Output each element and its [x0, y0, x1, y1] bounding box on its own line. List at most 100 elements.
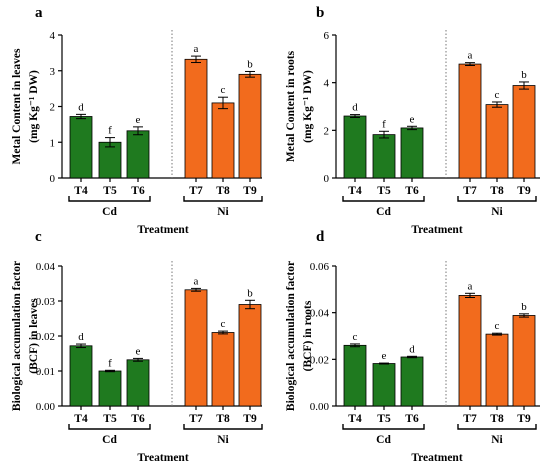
- bar-T5: [372, 363, 396, 407]
- y-tick-label: 6: [324, 30, 330, 42]
- category-label-T5: T5: [103, 185, 117, 197]
- y-axis-unit-label: (BCF) in roots: [302, 300, 314, 371]
- bar-T7: [184, 289, 208, 407]
- significance-letter: b: [521, 301, 527, 313]
- category-label-T7: T7: [189, 413, 203, 425]
- significance-letter: d: [352, 102, 358, 114]
- bar-T5: [98, 141, 122, 179]
- y-tick-label: 1: [50, 137, 56, 149]
- y-tick-label: 4: [324, 78, 330, 90]
- category-label-T5: T5: [377, 185, 391, 197]
- significance-letter: a: [194, 275, 199, 287]
- y-axis-label: Metal Content in leaves: [11, 48, 23, 164]
- y-axis-unit-label: (mg Kg⁻¹ DW): [302, 70, 314, 143]
- significance-letter: c: [221, 84, 226, 96]
- bar-T6: [400, 356, 424, 407]
- panel-letter: b: [316, 5, 324, 21]
- bar-T4: [343, 115, 367, 179]
- y-tick-label: 2: [324, 125, 330, 137]
- panel-letter: d: [316, 229, 325, 245]
- bar-T4: [69, 345, 93, 407]
- category-label-T8: T8: [216, 413, 230, 425]
- bar-T6: [126, 130, 150, 179]
- panel-d: d Biological accumulation factor (BCF) in …: [285, 229, 540, 464]
- bar-T4: [343, 344, 367, 407]
- x-axis-title: Treatment: [411, 452, 462, 464]
- panel-c: c Biological accumulation factor (BCF) in …: [11, 229, 263, 464]
- category-label-T8: T8: [490, 185, 504, 197]
- category-label-T6: T6: [405, 413, 419, 425]
- panel-letter: a: [35, 5, 43, 21]
- bar-T8: [211, 332, 235, 407]
- category-label-T9: T9: [243, 185, 257, 197]
- group-label: Cd: [102, 206, 117, 218]
- significance-letter: d: [78, 331, 84, 343]
- category-label-T7: T7: [463, 185, 477, 197]
- significance-letter: b: [247, 58, 253, 70]
- y-tick-label: 0.01: [36, 366, 55, 378]
- panel-a: a Metal Content in leaves (mg Kg⁻¹ DW) 0 1 2 3…: [11, 5, 263, 236]
- x-axis-title: Treatment: [411, 224, 462, 236]
- category-label-T6: T6: [405, 185, 419, 197]
- y-tick-label: 3: [50, 66, 56, 78]
- panel-letter: c: [35, 229, 42, 245]
- bar-T9: [512, 315, 536, 407]
- significance-letter: c: [495, 89, 500, 101]
- significance-letter: e: [410, 113, 415, 125]
- significance-letter: c: [221, 318, 226, 330]
- bar-T9: [238, 73, 262, 179]
- bar-T9: [238, 304, 262, 407]
- y-tick-label: 0: [324, 173, 330, 185]
- category-label-T8: T8: [490, 413, 504, 425]
- y-tick-label: 2: [50, 102, 56, 114]
- category-label-T6: T6: [131, 413, 145, 425]
- group-label: Ni: [491, 434, 503, 446]
- significance-letter: f: [382, 118, 386, 130]
- x-axis-title: Treatment: [137, 224, 188, 236]
- bar-T6: [400, 127, 424, 179]
- y-axis-label: Biological accumulation factor: [11, 261, 23, 411]
- y-axis-unit-label: (BCF) in leaves: [28, 298, 40, 374]
- group-bracket: [183, 424, 263, 430]
- bar-T6: [126, 359, 150, 407]
- significance-letter: d: [78, 101, 84, 113]
- y-tick-label: 0.04: [36, 261, 56, 273]
- y-tick-label: 0: [50, 173, 56, 185]
- y-tick-label: 4: [50, 30, 56, 42]
- group-label: Cd: [102, 434, 117, 446]
- group-bracket: [457, 196, 537, 202]
- category-label-T9: T9: [517, 413, 531, 425]
- significance-letter: b: [247, 287, 253, 299]
- significance-letter: f: [108, 357, 112, 369]
- group-label: Cd: [376, 434, 391, 446]
- significance-letter: e: [136, 345, 141, 357]
- significance-letter: f: [108, 125, 112, 137]
- y-tick-label: 0.04: [310, 308, 330, 320]
- significance-letter: a: [468, 280, 473, 292]
- y-tick-label: 0.06: [310, 261, 330, 273]
- category-label-T9: T9: [243, 413, 257, 425]
- significance-letter: a: [468, 50, 473, 62]
- significance-letter: b: [521, 69, 527, 81]
- significance-letter: e: [136, 114, 141, 126]
- category-label-T4: T4: [74, 413, 88, 425]
- bar-T7: [458, 294, 482, 407]
- significance-letter: c: [495, 320, 500, 332]
- bar-T9: [512, 85, 536, 179]
- bar-T7: [184, 58, 208, 179]
- y-axis-label: Biological accumulation factor: [285, 261, 297, 411]
- y-tick-label: 0.02: [36, 331, 55, 343]
- y-tick-label: 0.02: [310, 354, 329, 366]
- significance-letter: d: [409, 343, 415, 355]
- group-bracket: [183, 196, 263, 202]
- y-axis-unit-label: (mg Kg⁻¹ DW): [28, 70, 40, 143]
- category-label-T4: T4: [74, 185, 88, 197]
- x-axis-title: Treatment: [137, 452, 188, 464]
- y-axis-label: Metal Content in roots: [285, 50, 297, 162]
- bar-T7: [458, 63, 482, 179]
- y-tick-label: 0.00: [36, 401, 56, 413]
- panel-b: b Metal Content in roots (mg Kg⁻¹ DW) 0 2 4 6 d…: [285, 5, 540, 236]
- category-label-T5: T5: [103, 413, 117, 425]
